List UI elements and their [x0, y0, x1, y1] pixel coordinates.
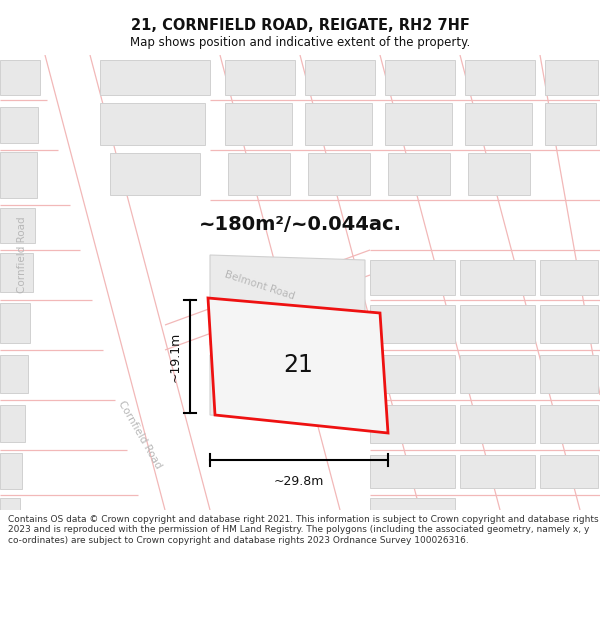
Polygon shape: [468, 153, 530, 195]
Polygon shape: [540, 260, 598, 295]
Text: Contains OS data © Crown copyright and database right 2021. This information is : Contains OS data © Crown copyright and d…: [8, 515, 599, 545]
Polygon shape: [0, 208, 35, 243]
Text: Cornfield Road: Cornfield Road: [116, 399, 163, 471]
Polygon shape: [540, 455, 598, 488]
Polygon shape: [308, 153, 370, 195]
Polygon shape: [460, 305, 535, 343]
Polygon shape: [370, 455, 455, 488]
Polygon shape: [210, 355, 295, 420]
Polygon shape: [0, 453, 22, 489]
Polygon shape: [100, 60, 210, 95]
Polygon shape: [225, 60, 295, 95]
Polygon shape: [460, 260, 535, 295]
Polygon shape: [385, 60, 455, 95]
Polygon shape: [545, 60, 598, 95]
Text: Cornfield Road: Cornfield Road: [17, 217, 27, 293]
Polygon shape: [228, 153, 290, 195]
Polygon shape: [540, 305, 598, 343]
Polygon shape: [370, 405, 455, 443]
Polygon shape: [305, 103, 372, 145]
Polygon shape: [370, 305, 455, 343]
Polygon shape: [0, 152, 37, 198]
Polygon shape: [0, 253, 33, 292]
Polygon shape: [540, 405, 598, 443]
Polygon shape: [0, 303, 30, 343]
Text: 21: 21: [283, 352, 313, 377]
Text: 21, CORNFIELD ROAD, REIGATE, RH2 7HF: 21, CORNFIELD ROAD, REIGATE, RH2 7HF: [131, 18, 469, 33]
Polygon shape: [208, 298, 388, 433]
Polygon shape: [0, 107, 38, 143]
Polygon shape: [0, 60, 40, 95]
Polygon shape: [460, 455, 535, 488]
Polygon shape: [305, 60, 375, 95]
Polygon shape: [100, 103, 205, 145]
Polygon shape: [225, 103, 292, 145]
Polygon shape: [0, 405, 25, 442]
Polygon shape: [388, 153, 450, 195]
Polygon shape: [210, 255, 365, 350]
Polygon shape: [465, 60, 535, 95]
Polygon shape: [300, 360, 365, 420]
Text: Belmont Road: Belmont Road: [224, 269, 296, 301]
Polygon shape: [545, 103, 596, 145]
Polygon shape: [540, 355, 598, 393]
Polygon shape: [460, 405, 535, 443]
Text: ~29.8m: ~29.8m: [274, 475, 324, 488]
Polygon shape: [370, 355, 455, 393]
Text: Map shows position and indicative extent of the property.: Map shows position and indicative extent…: [130, 36, 470, 49]
Polygon shape: [110, 153, 200, 195]
Polygon shape: [370, 498, 455, 510]
Polygon shape: [0, 498, 20, 510]
Polygon shape: [460, 355, 535, 393]
Text: ~19.1m: ~19.1m: [169, 331, 182, 382]
Polygon shape: [370, 260, 455, 295]
Polygon shape: [0, 355, 28, 393]
Polygon shape: [385, 103, 452, 145]
Text: ~180m²/~0.044ac.: ~180m²/~0.044ac.: [199, 216, 401, 234]
Polygon shape: [465, 103, 532, 145]
